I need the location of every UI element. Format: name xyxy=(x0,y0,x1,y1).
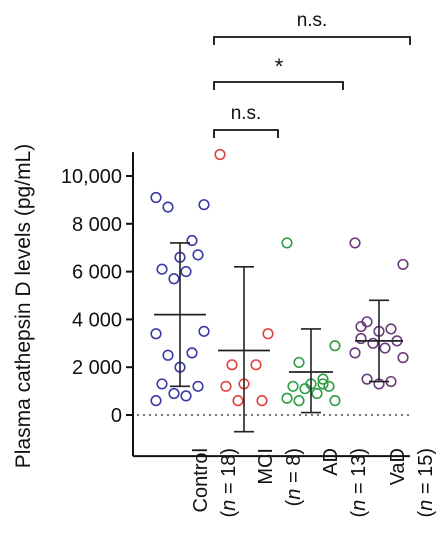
point-ad-1 xyxy=(329,340,341,352)
point-control-12 xyxy=(186,347,198,359)
significance-label-vad: n.s. xyxy=(297,10,328,31)
y-tick-label-3: 6 000 xyxy=(72,262,122,284)
significance-brackets: n.s. * n.s. xyxy=(213,10,411,138)
point-vad-14 xyxy=(355,320,367,333)
point-ad-7 xyxy=(299,383,311,395)
data-marks xyxy=(150,148,409,433)
significance-label-mci: n.s. xyxy=(231,103,262,124)
x-axis-labels: Control (n = 18) MCI (n = 8) AD (n = 13) VaD (n… xyxy=(190,448,437,518)
y-axis-label: Plasma cathepsin D levels (pg/mL) xyxy=(12,144,35,468)
x-label-n-mci: (n = 8) xyxy=(283,448,305,506)
significance-label-ad: * xyxy=(275,54,284,79)
y-tick-label-1: 2 000 xyxy=(72,357,122,379)
point-vad-1 xyxy=(397,258,409,271)
point-control-9 xyxy=(150,328,162,340)
point-control-6 xyxy=(192,249,204,261)
y-tick-label-0: 0 xyxy=(111,405,122,427)
point-ad-2 xyxy=(293,356,305,369)
point-control-10 xyxy=(198,325,210,337)
point-ad-5 xyxy=(287,380,299,392)
point-mci-5 xyxy=(220,380,232,392)
y-tick-label-4: 8 000 xyxy=(72,214,122,236)
point-ad-12 xyxy=(317,373,329,385)
point-ad-3 xyxy=(317,378,329,390)
point-control-11 xyxy=(162,349,174,361)
bracket-control-ad xyxy=(213,81,344,90)
axes: 0 2 000 4 000 6 000 8 000 10,000 xyxy=(61,152,410,458)
point-vad-10 xyxy=(397,352,409,364)
point-mci-3 xyxy=(250,359,262,371)
point-ad-11 xyxy=(293,395,305,407)
bracket-control-vad xyxy=(213,36,411,45)
point-vad-9 xyxy=(349,347,361,359)
point-control-2 xyxy=(162,201,174,213)
point-vad-8 xyxy=(379,342,391,354)
point-control-7 xyxy=(168,273,180,285)
point-mci-0 xyxy=(214,148,226,161)
point-control-18 xyxy=(150,395,162,407)
y-tick-label-2: 4 000 xyxy=(72,309,122,331)
point-ad-8 xyxy=(311,387,323,400)
x-label-n-ad: (n = 13) xyxy=(348,448,370,518)
point-ad-6 xyxy=(323,380,335,392)
y-tick-label-5: 10,000 xyxy=(61,166,122,188)
point-control-1 xyxy=(198,199,210,211)
x-label-n-control: (n = 18) xyxy=(218,448,240,518)
x-label-n-vad: (n = 15) xyxy=(415,448,437,518)
point-control-16 xyxy=(168,387,180,400)
point-mci-1 xyxy=(262,328,274,340)
point-ad-0 xyxy=(281,237,293,249)
point-control-14 xyxy=(156,378,168,390)
point-control-8 xyxy=(180,266,192,278)
point-mci-7 xyxy=(232,395,244,407)
bracket-control-mci xyxy=(213,129,279,138)
point-control-5 xyxy=(156,263,168,275)
point-vad-3 xyxy=(385,323,397,335)
point-mci-2 xyxy=(226,359,238,371)
point-ad-9 xyxy=(281,392,293,404)
point-vad-0 xyxy=(349,237,361,249)
point-control-15 xyxy=(192,380,204,392)
x-label-vad: VaD xyxy=(387,448,409,485)
point-mci-6 xyxy=(256,395,268,407)
point-ad-10 xyxy=(329,395,341,407)
point-vad-11 xyxy=(361,373,373,385)
point-control-0 xyxy=(150,191,162,204)
x-label-control: Control xyxy=(190,448,212,512)
x-label-mci: MCI xyxy=(255,448,277,485)
point-vad-5 xyxy=(355,332,367,345)
point-vad-7 xyxy=(367,337,379,349)
point-control-3 xyxy=(186,234,198,247)
x-label-ad: AD xyxy=(320,448,342,476)
point-control-17 xyxy=(180,390,192,402)
